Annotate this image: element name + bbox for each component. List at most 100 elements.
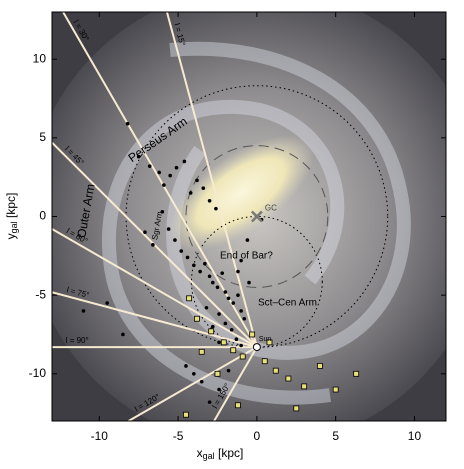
point — [217, 312, 221, 316]
point — [332, 386, 339, 393]
point — [183, 411, 189, 418]
point — [186, 295, 193, 302]
gc-label: GC — [265, 204, 277, 213]
longitude-line — [52, 228, 258, 348]
point — [217, 387, 221, 392]
longitude-line — [165, 12, 258, 348]
point — [192, 372, 196, 376]
point — [182, 159, 187, 164]
x-tick-label: 0 — [254, 429, 261, 443]
y-axis-label: ygal [kpc] — [4, 193, 19, 240]
point — [143, 230, 147, 235]
point — [105, 301, 109, 305]
point — [201, 186, 206, 190]
point — [168, 173, 172, 178]
y-tick-label: -5 — [35, 287, 46, 301]
longitude-label: l = 90° — [66, 336, 89, 345]
point — [210, 324, 215, 329]
point — [198, 269, 202, 274]
tangent-circle — [190, 215, 323, 348]
point — [192, 263, 196, 268]
point — [239, 309, 243, 313]
longitude-line — [52, 291, 258, 349]
point — [194, 315, 200, 322]
point — [195, 178, 199, 183]
point — [223, 290, 228, 294]
point — [301, 383, 308, 390]
point — [147, 164, 152, 168]
x-axis-label: xgal [kpc] — [197, 446, 244, 461]
y-tick-label: 0 — [39, 209, 46, 223]
point — [242, 316, 247, 321]
point — [245, 238, 250, 242]
point — [203, 261, 207, 266]
point — [239, 258, 243, 263]
point — [208, 328, 215, 335]
point — [160, 209, 165, 214]
point — [179, 249, 184, 253]
point — [207, 400, 212, 404]
point — [234, 337, 239, 342]
point — [229, 327, 234, 332]
point — [236, 293, 240, 297]
point — [210, 280, 215, 285]
y-tick-label: 10 — [33, 51, 47, 65]
point — [174, 165, 179, 170]
point — [184, 364, 188, 368]
point — [220, 339, 227, 346]
y-axis-label: [kpc] — [4, 193, 18, 222]
point — [121, 332, 125, 337]
x-axis-label: gal — [203, 451, 215, 461]
point — [317, 363, 323, 369]
x-tick-label: -10 — [91, 429, 109, 443]
point — [266, 339, 273, 346]
gc-marker — [250, 210, 263, 223]
point — [162, 183, 166, 187]
background-image — [52, 12, 446, 421]
point — [198, 348, 205, 355]
point — [125, 121, 130, 126]
annotation: Sct–Cen Arm — [258, 298, 317, 309]
point — [185, 255, 190, 260]
longitude-line — [128, 346, 258, 421]
point — [231, 301, 236, 305]
longitude-line — [213, 346, 258, 421]
point — [207, 198, 212, 203]
x-tick-label: 10 — [408, 429, 422, 443]
point — [230, 347, 237, 354]
point — [217, 340, 221, 345]
sun-marker — [252, 343, 261, 352]
point — [207, 274, 212, 279]
x-tick-label: 5 — [332, 429, 339, 443]
point — [188, 191, 193, 195]
point — [157, 170, 161, 175]
point — [236, 269, 240, 274]
x-axis-label: x — [197, 446, 203, 460]
point — [215, 285, 220, 290]
sun-label: Sun — [259, 336, 272, 343]
point — [226, 368, 231, 373]
point — [293, 405, 300, 412]
point — [239, 353, 246, 360]
x-tick-label: -5 — [173, 429, 184, 443]
point — [226, 296, 231, 301]
y-axis-label: gal — [9, 221, 19, 233]
point — [214, 370, 221, 377]
point — [285, 375, 292, 382]
point — [247, 280, 251, 285]
point — [214, 206, 218, 211]
point — [136, 154, 141, 159]
point — [151, 243, 155, 247]
y-tick-label: -10 — [29, 366, 47, 380]
point — [239, 343, 243, 348]
point — [353, 370, 360, 377]
bar-circle — [185, 145, 329, 288]
point — [173, 238, 177, 242]
point — [220, 271, 225, 275]
point — [235, 402, 241, 409]
point — [199, 379, 204, 384]
annotation: End of Bar? — [220, 251, 273, 262]
point — [223, 321, 228, 326]
y-axis-label: y — [4, 233, 18, 239]
